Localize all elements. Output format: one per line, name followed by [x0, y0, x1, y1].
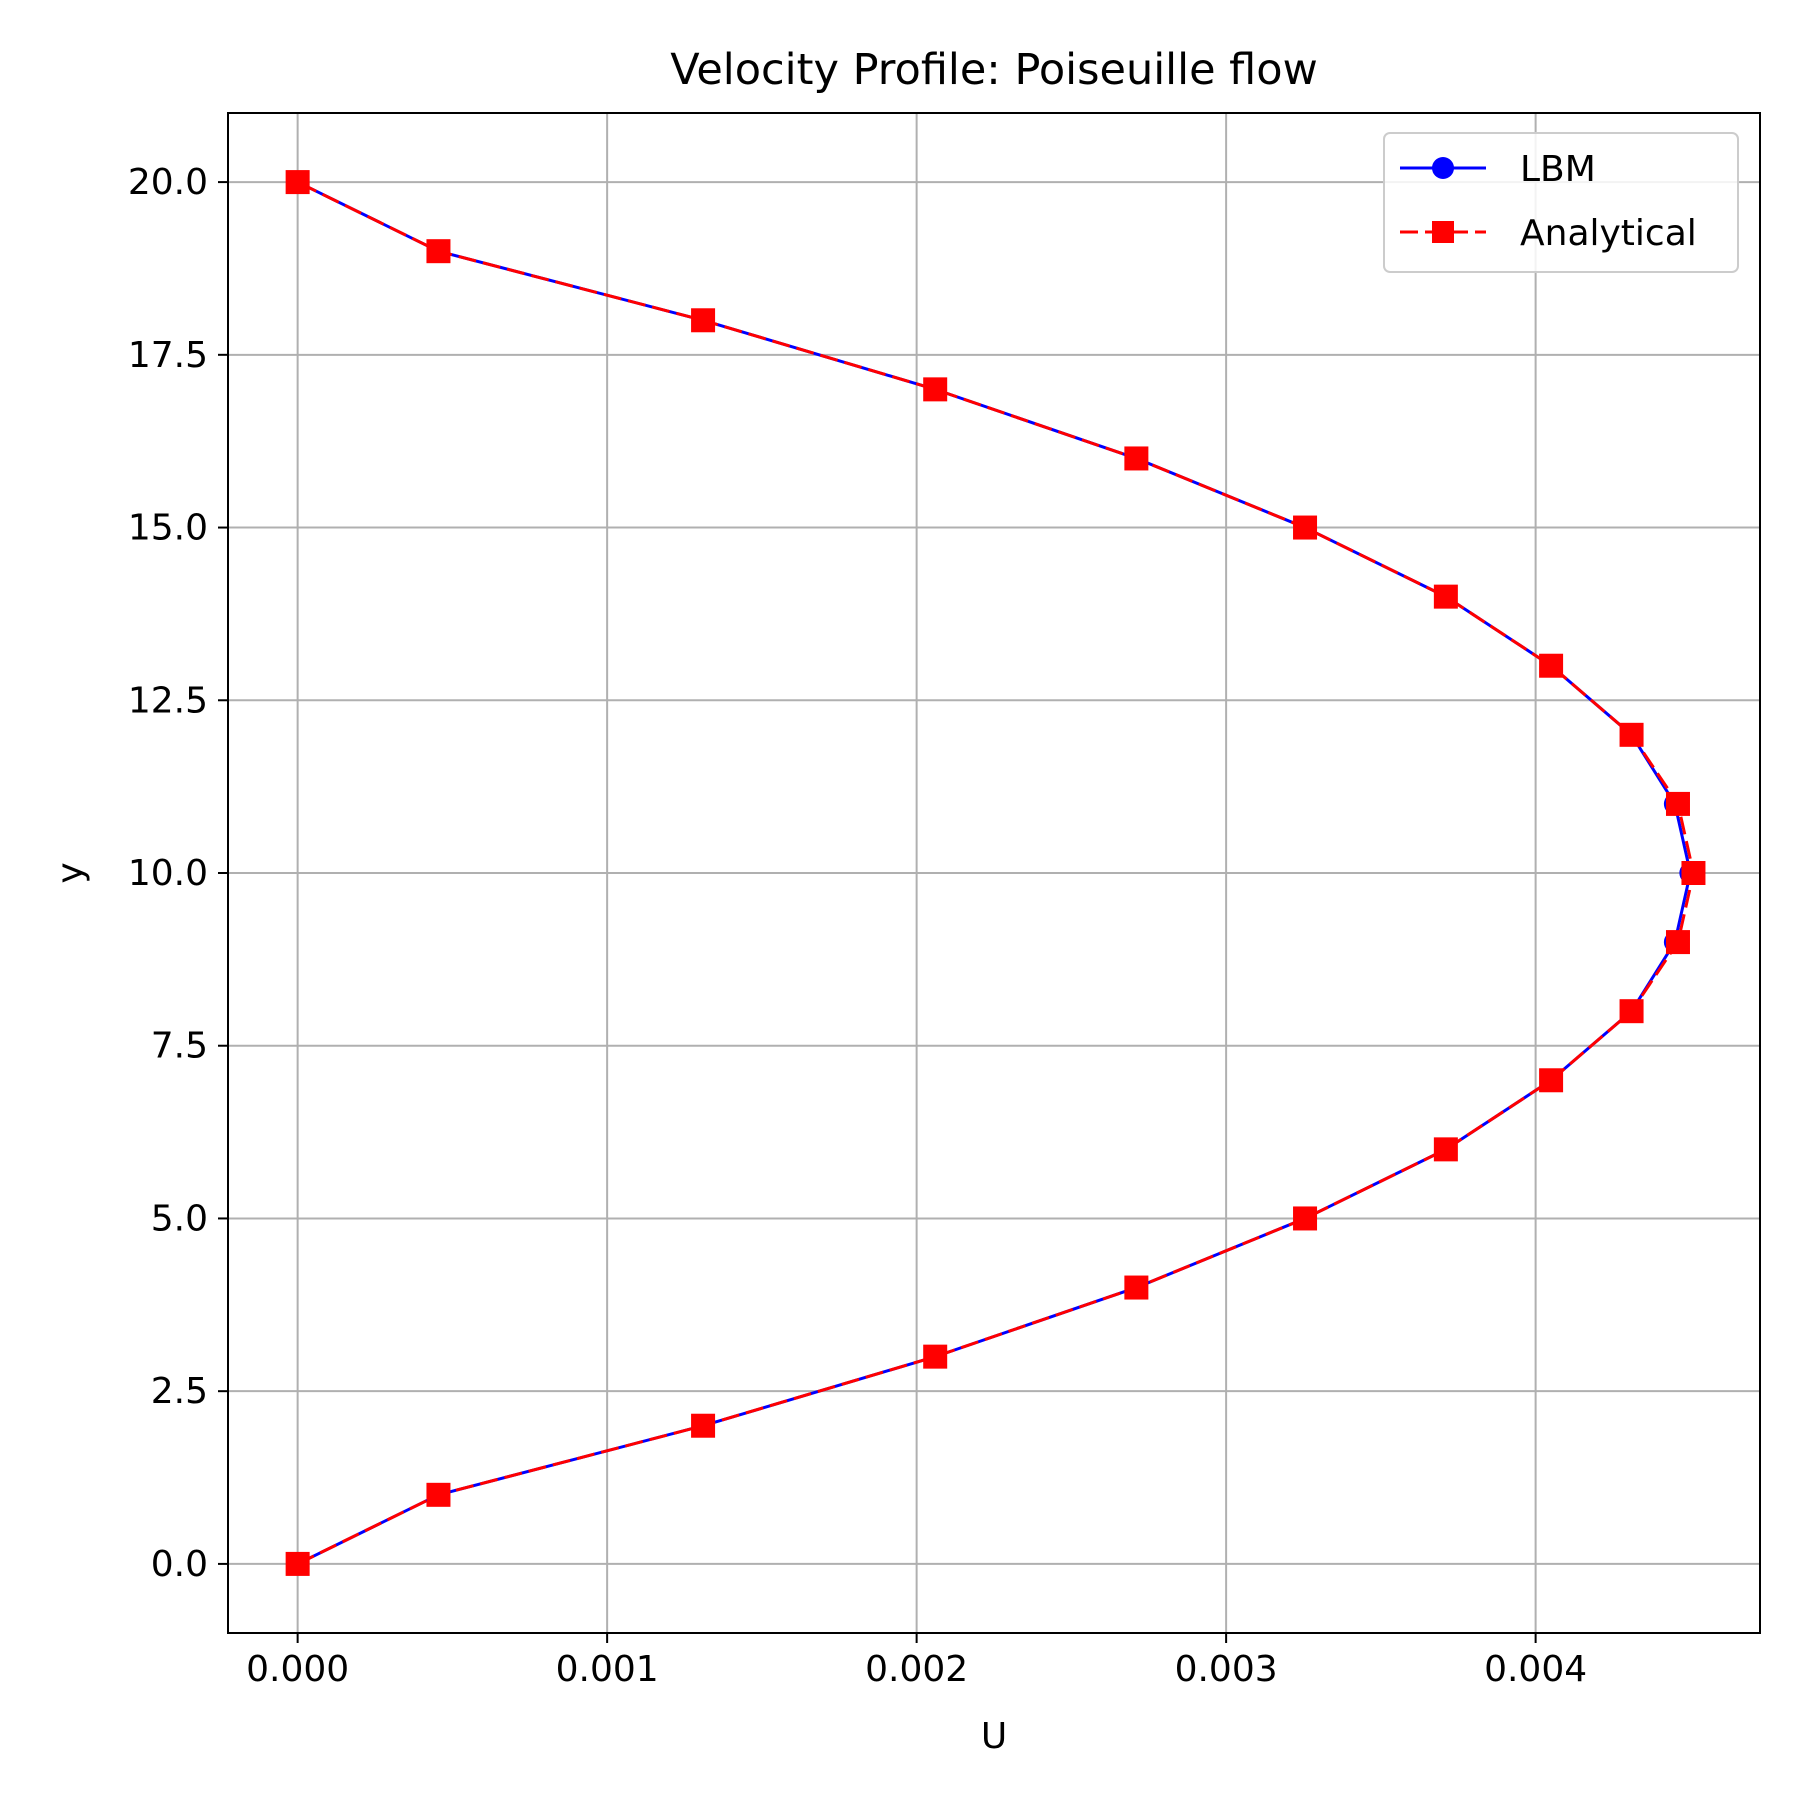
- y-tick-label: 15.0: [128, 508, 208, 549]
- chart-title: Velocity Profile: Poiseuille flow: [670, 45, 1318, 95]
- data-point-analytical: [691, 308, 716, 333]
- y-tick-label: 17.5: [128, 335, 208, 376]
- legend: LBM Analytical: [1383, 132, 1739, 273]
- data-point-analytical: [1124, 446, 1149, 471]
- grid-layer: [228, 113, 1760, 1633]
- y-tick-label: 2.5: [151, 1371, 208, 1412]
- y-tick-label: 20.0: [128, 162, 208, 203]
- data-point-analytical: [1433, 584, 1458, 609]
- x-tick-label: 0.000: [246, 1649, 349, 1690]
- data-point-analytical: [1665, 930, 1690, 955]
- data-point-analytical: [1433, 1137, 1458, 1162]
- y-tick-label: 5.0: [151, 1198, 208, 1239]
- data-point-analytical: [1293, 1206, 1318, 1231]
- x-tick-label: 0.004: [1484, 1649, 1587, 1690]
- x-tick-label: 0.003: [1175, 1649, 1278, 1690]
- data-point-analytical: [1539, 653, 1564, 678]
- x-axis-label: U: [981, 1716, 1007, 1757]
- data-point-analytical: [1293, 515, 1318, 540]
- data-point-analytical: [1539, 1068, 1564, 1093]
- legend-analytical-label: Analytical: [1520, 213, 1697, 254]
- data-point-analytical: [426, 1482, 451, 1507]
- legend-analytical-marker: [1432, 221, 1454, 243]
- data-point-analytical: [1681, 861, 1706, 885]
- data-point-analytical: [923, 1344, 948, 1369]
- y-axis-label: y: [50, 862, 91, 883]
- y-tick-label: 7.5: [151, 1026, 208, 1067]
- legend-lbm-label: LBM: [1520, 149, 1596, 190]
- x-tick-label: 0.001: [556, 1649, 659, 1690]
- data-point-analytical: [1665, 791, 1690, 816]
- data-point-analytical: [426, 239, 451, 264]
- legend-lbm-marker: [1432, 157, 1454, 179]
- data-point-analytical: [1619, 999, 1644, 1024]
- x-tick-label: 0.002: [865, 1649, 968, 1690]
- y-tick-label: 10.0: [128, 853, 208, 894]
- data-point-analytical: [285, 1551, 310, 1576]
- data-point-analytical: [923, 377, 948, 402]
- data-point-analytical: [1124, 1275, 1149, 1300]
- axis-layer: 0.000 0.001 0.002 0.003 0.004 0.0 2.5 5.0 7.5 10.…: [128, 162, 1587, 1690]
- data-point-analytical: [1619, 722, 1644, 747]
- y-tick-label: 0.0: [151, 1544, 208, 1585]
- series-layer: [285, 170, 1706, 1576]
- data-point-analytical: [691, 1413, 716, 1438]
- data-point-analytical: [285, 170, 310, 195]
- y-tick-label: 12.5: [128, 680, 208, 721]
